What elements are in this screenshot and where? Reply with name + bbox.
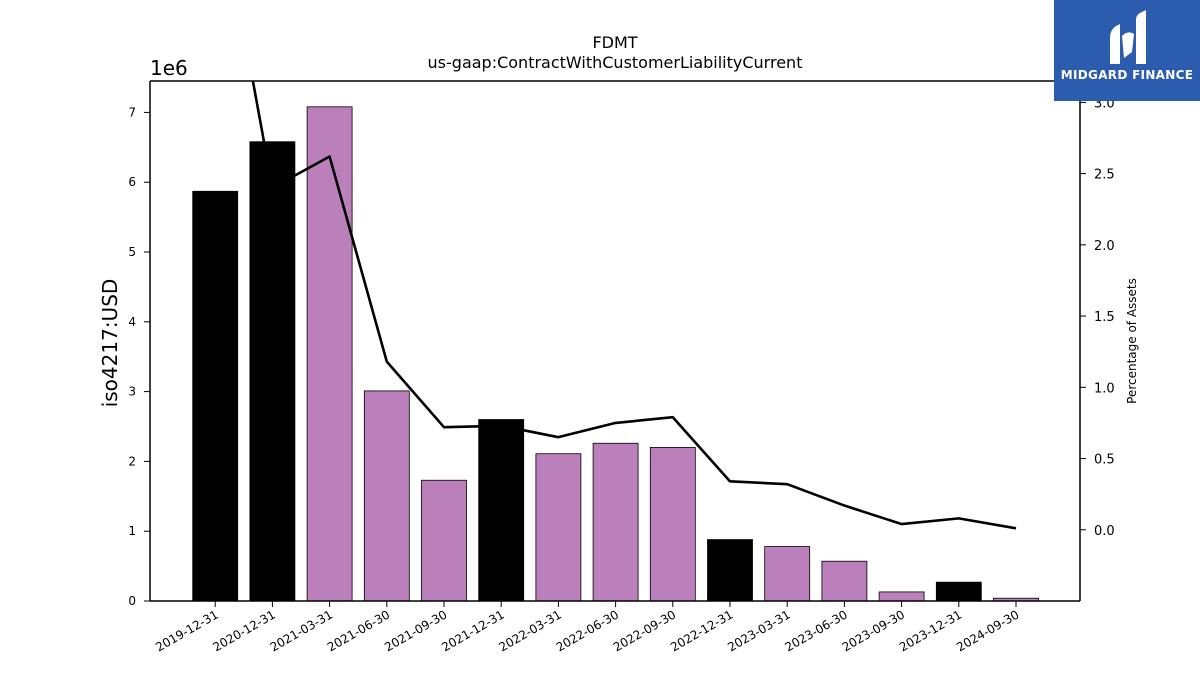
x-tick-label: 2021-09-30 — [382, 607, 449, 654]
bar — [764, 546, 811, 602]
bar — [192, 190, 239, 602]
logo-mark-icon — [1110, 10, 1146, 64]
bar — [478, 419, 525, 602]
y-tick-label: 6 — [128, 175, 136, 189]
y2-tick-label: 2.5 — [1094, 168, 1115, 183]
y-axis-label: iso4217:USD — [98, 279, 122, 408]
bar — [821, 560, 868, 602]
bar — [592, 442, 639, 602]
bar-series — [192, 106, 1039, 602]
x-tick-label: 2022-06-30 — [554, 607, 621, 654]
chart-title: FDMT — [592, 33, 637, 52]
y-tick-label: 7 — [128, 105, 136, 119]
y-tick-label: 2 — [128, 454, 136, 468]
x-tick-label: 2022-09-30 — [611, 607, 678, 654]
line-series — [251, 81, 1017, 530]
bar — [306, 106, 353, 602]
bar — [935, 581, 982, 602]
x-tick-label: 2023-06-30 — [782, 607, 849, 654]
y-tick-label: 0 — [128, 594, 136, 608]
x-tick-label: 2020-12-31 — [210, 607, 277, 654]
bar — [535, 453, 582, 602]
logo-text: MIDGARD FINANCE — [1060, 68, 1194, 82]
y2-tick-label: 0.5 — [1094, 453, 1115, 468]
y-tick-label: 5 — [128, 245, 136, 259]
y2-tick-label: 1.5 — [1094, 310, 1115, 325]
company-logo: MIDGARD FINANCE — [1054, 0, 1200, 101]
bar — [649, 447, 696, 602]
x-tick-label: 2024-09-30 — [954, 607, 1021, 654]
x-tick-label: 2022-03-31 — [496, 607, 563, 654]
y-tick-label: 1 — [128, 524, 136, 538]
bar — [707, 539, 753, 602]
y-axis-offset-label: 1e6 — [150, 56, 188, 80]
x-tick-label: 2023-03-31 — [725, 607, 792, 654]
x-tick-label: 2021-12-31 — [439, 607, 506, 654]
y2-tick-label: 0.0 — [1094, 524, 1115, 539]
x-tick-label: 2019-12-31 — [153, 607, 220, 654]
bar — [878, 591, 925, 602]
y2-axis-label: Percentage of Assets — [1125, 278, 1139, 404]
percentage-line — [251, 81, 1017, 530]
bar — [249, 141, 296, 602]
chart-subtitle: us-gaap:ContractWithCustomerLiabilityCur… — [428, 53, 803, 72]
bar — [363, 390, 410, 602]
x-tick-label: 2021-06-30 — [325, 607, 392, 654]
x-tick-label: 2023-12-31 — [897, 607, 964, 654]
y2-tick-label: 2.0 — [1094, 239, 1115, 254]
x-tick-label: 2021-03-31 — [268, 607, 335, 654]
x-tick-label: 2023-09-30 — [840, 607, 907, 654]
y-tick-label: 3 — [128, 385, 136, 399]
y2-tick-label: 1.0 — [1094, 381, 1115, 396]
y-tick-label: 4 — [128, 315, 136, 329]
bar — [421, 479, 467, 602]
x-tick-label: 2022-12-31 — [668, 607, 735, 654]
